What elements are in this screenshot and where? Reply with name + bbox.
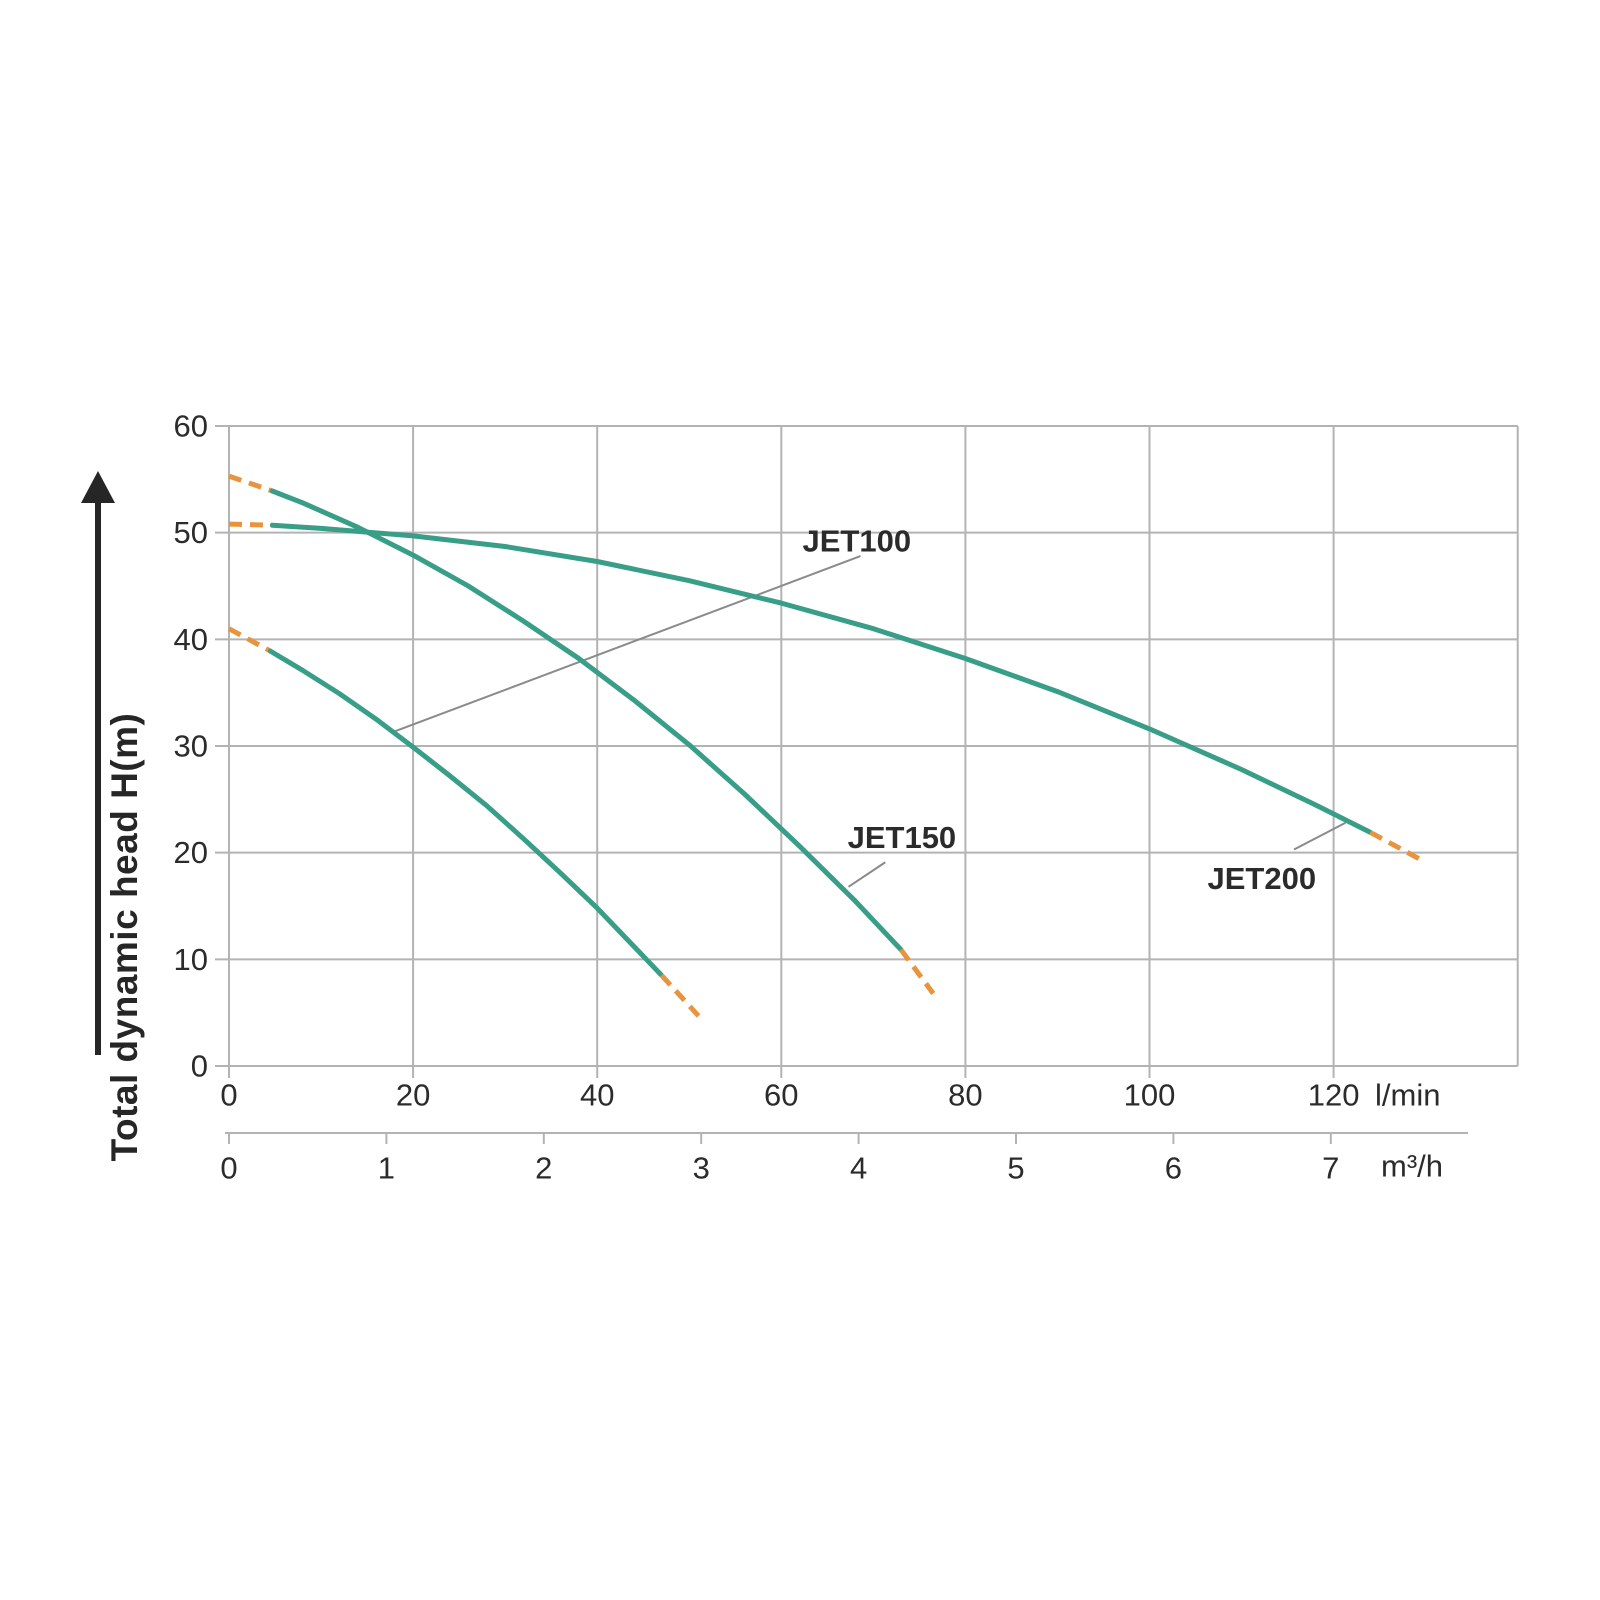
secondary-tick-label-0: 0 (220, 1151, 237, 1186)
axis-ticks-and-labels: 0 10 20 30 40 50 60 0 20 40 60 80 100 120 l/min (174, 408, 1441, 1112)
arrow-shaft (95, 500, 101, 1055)
x-primary-unit-label: l/min (1375, 1078, 1440, 1113)
secondary-tick-label-3: 3 (693, 1151, 710, 1186)
y-tick-label-10: 10 (174, 942, 208, 977)
curve-label-jet200: JET200 (1208, 861, 1317, 896)
x-tick-label-80: 80 (948, 1078, 982, 1113)
x-tick-label-120: 120 (1308, 1078, 1360, 1113)
leader-line-jet150 (847, 861, 886, 888)
leader-line-jet200 (1293, 821, 1347, 851)
y-tick-label-60: 60 (174, 408, 208, 443)
curve-jet150-dashed-start (228, 473, 274, 494)
x-tick-label-40: 40 (580, 1078, 614, 1113)
x-tick-label-20: 20 (396, 1078, 430, 1113)
secondary-tick-label-1: 1 (378, 1151, 395, 1186)
curve-jet200-dashed-start (228, 521, 273, 528)
curve-jet200-solid (269, 522, 1373, 835)
curve-jet100-dashed-start (227, 626, 272, 654)
curve-jet100-dashed-end (659, 973, 701, 1018)
x-secondary-unit-label: m³/h (1381, 1149, 1443, 1184)
secondary-tick-label-2: 2 (535, 1151, 552, 1186)
curve-jet100-solid (267, 648, 665, 978)
secondary-axis: 0 1 2 3 4 5 6 7 m³/h (220, 1132, 1468, 1186)
grid-lines (215, 424, 1519, 1067)
x-tick-label-0: 0 (220, 1078, 237, 1113)
secondary-tick-label-6: 6 (1165, 1151, 1182, 1186)
pump-curves (227, 473, 1427, 1018)
x-tick-label-100: 100 (1124, 1078, 1176, 1113)
curve-jet200-dashed-end (1369, 830, 1427, 865)
secondary-tick-label-4: 4 (850, 1151, 867, 1186)
secondary-tick-label-5: 5 (1007, 1151, 1024, 1186)
curve-jet150-dashed-end (898, 948, 936, 995)
leader-line-jet100 (392, 555, 861, 734)
y-tick-label-0: 0 (191, 1049, 208, 1084)
y-tick-label-30: 30 (174, 728, 208, 763)
curve-jet150-solid (269, 488, 904, 953)
y-axis-arrow (81, 471, 115, 1055)
curve-labels: JET100 JET150 JET200 (802, 524, 1316, 896)
secondary-tick-label-7: 7 (1322, 1151, 1339, 1186)
y-tick-label-40: 40 (174, 622, 208, 657)
y-tick-label-20: 20 (174, 835, 208, 870)
leader-lines (392, 555, 1347, 888)
x-tick-label-60: 60 (764, 1078, 798, 1113)
arrow-head-icon (81, 471, 115, 503)
y-tick-label-50: 50 (174, 515, 208, 550)
curve-label-jet150: JET150 (848, 820, 957, 855)
curve-label-jet100: JET100 (802, 524, 911, 559)
